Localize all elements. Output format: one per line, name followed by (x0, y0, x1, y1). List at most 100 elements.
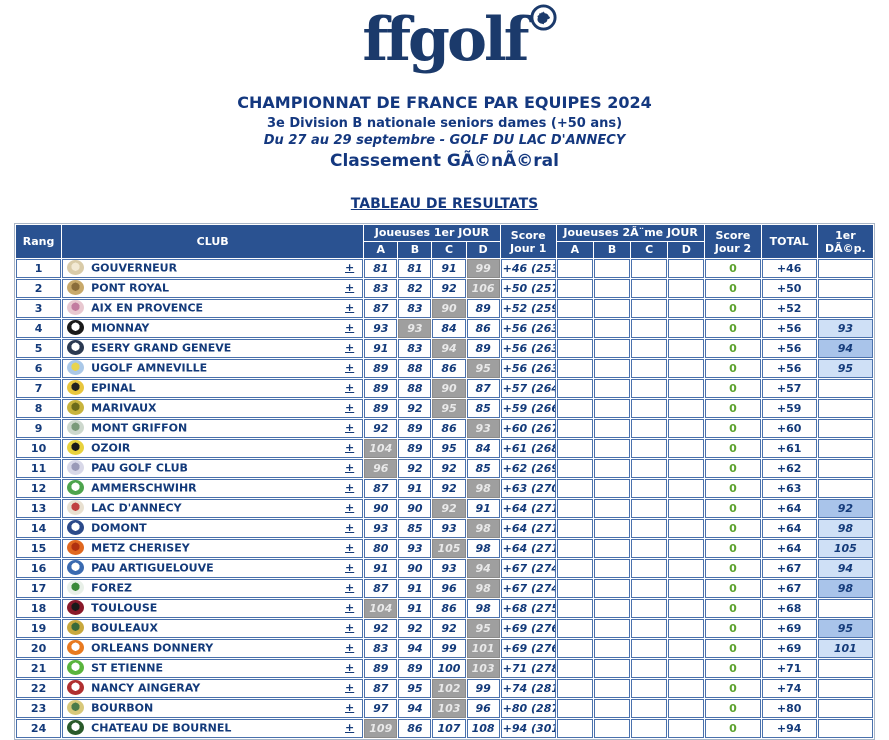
expand-club-link[interactable]: + (345, 301, 355, 314)
day2-score-c-cell (631, 599, 668, 618)
day1-score-c-cell: 105 (432, 539, 466, 558)
total-cell: +56 (761, 359, 817, 378)
day2-score-a-cell (556, 639, 593, 658)
day2-score-c-cell (631, 399, 668, 418)
day1-score-a-cell: 87 (364, 579, 398, 598)
club-name: TOULOUSE (91, 601, 158, 615)
col-header-day2-a: A (556, 242, 593, 258)
club-logo-icon (67, 300, 85, 315)
expand-club-link[interactable]: + (345, 281, 355, 294)
total-cell: +67 (761, 579, 817, 598)
expand-club-link[interactable]: + (345, 561, 355, 574)
dep-cell (817, 679, 873, 698)
day1-score-d-cell: 98 (466, 579, 500, 598)
club-logo-icon (67, 660, 85, 675)
dep-cell (817, 699, 873, 718)
score-day2-cell: 0 (705, 279, 761, 298)
day1-score-a-cell: 89 (364, 659, 398, 678)
dep-cell: 94 (817, 559, 873, 578)
expand-club-link[interactable]: + (345, 481, 355, 494)
day1-score-b-cell: 90 (398, 559, 432, 578)
day1-score-d-cell: 86 (466, 319, 500, 338)
day1-score-b-cell: 81 (398, 259, 432, 278)
rank-cell: 19 (16, 619, 62, 638)
club-name: NANCY AINGERAY (91, 681, 201, 695)
day2-score-a-cell (556, 379, 593, 398)
club-cell: + ESERY GRAND GENEVE (62, 339, 364, 358)
day1-score-a-cell: 93 (364, 519, 398, 538)
day2-score-d-cell (668, 339, 705, 358)
expand-club-link[interactable]: + (345, 621, 355, 634)
score-day2-cell: 0 (705, 379, 761, 398)
expand-club-link[interactable]: + (345, 581, 355, 594)
score-day1-cell: +61 (268) (500, 439, 556, 458)
day1-score-a-cell: 89 (364, 359, 398, 378)
brand-header: ffgolf (0, 0, 889, 82)
score-day2-cell: 0 (705, 419, 761, 438)
day2-score-d-cell (668, 279, 705, 298)
day2-score-d-cell (668, 639, 705, 658)
col-header-day1-d: D (466, 242, 500, 258)
day1-score-b-cell: 88 (398, 359, 432, 378)
day1-score-b-cell: 89 (398, 439, 432, 458)
dep-cell: 95 (817, 359, 873, 378)
dep-cell (817, 379, 873, 398)
day2-score-d-cell (668, 359, 705, 378)
expand-club-link[interactable]: + (345, 381, 355, 394)
day1-score-d-cell: 101 (466, 639, 500, 658)
club-name: FOREZ (91, 581, 132, 595)
day2-score-b-cell (593, 679, 631, 698)
expand-club-link[interactable]: + (345, 321, 355, 334)
day1-score-b-cell: 92 (398, 459, 432, 478)
club-logo-icon (67, 520, 85, 535)
total-cell: +64 (761, 539, 817, 558)
expand-club-link[interactable]: + (345, 441, 355, 454)
day2-score-c-cell (631, 279, 668, 298)
expand-club-link[interactable]: + (345, 361, 355, 374)
expand-club-link[interactable]: + (345, 461, 355, 474)
day2-score-d-cell (668, 519, 705, 538)
expand-club-link[interactable]: + (345, 601, 355, 614)
day1-score-b-cell: 83 (398, 339, 432, 358)
club-cell: + DOMONT (62, 519, 364, 538)
day1-score-d-cell: 85 (466, 399, 500, 418)
club-cell: + NANCY AINGERAY (62, 679, 364, 698)
total-cell: +61 (761, 439, 817, 458)
day1-score-c-cell: 93 (432, 559, 466, 578)
club-name: ESERY GRAND GENEVE (91, 341, 232, 355)
day1-score-c-cell: 103 (432, 699, 466, 718)
expand-club-link[interactable]: + (345, 341, 355, 354)
score-day2-cell: 0 (705, 399, 761, 418)
club-cell: + UGOLF AMNEVILLE (62, 359, 364, 378)
expand-club-link[interactable]: + (345, 501, 355, 514)
expand-club-link[interactable]: + (345, 661, 355, 674)
expand-club-link[interactable]: + (345, 641, 355, 654)
score-day2-cell: 0 (705, 259, 761, 278)
expand-club-link[interactable]: + (345, 681, 355, 694)
day2-score-b-cell (593, 719, 631, 738)
rank-cell: 20 (16, 639, 62, 658)
total-cell: +46 (761, 259, 817, 278)
day1-score-b-cell: 91 (398, 579, 432, 598)
expand-club-link[interactable]: + (345, 541, 355, 554)
day2-score-d-cell (668, 619, 705, 638)
club-cell: + MIONNAY (62, 319, 364, 338)
club-logo-icon (67, 420, 85, 435)
expand-club-link[interactable]: + (345, 401, 355, 414)
day2-score-c-cell (631, 379, 668, 398)
expand-club-link[interactable]: + (345, 521, 355, 534)
score-day2-cell: 0 (705, 479, 761, 498)
expand-club-link[interactable]: + (345, 421, 355, 434)
rank-cell: 22 (16, 679, 62, 698)
day2-score-b-cell (593, 459, 631, 478)
rank-cell: 23 (16, 699, 62, 718)
expand-club-link[interactable]: + (345, 721, 355, 734)
expand-club-link[interactable]: + (345, 261, 355, 274)
rank-cell: 18 (16, 599, 62, 618)
expand-club-link[interactable]: + (345, 701, 355, 714)
day2-score-d-cell (668, 399, 705, 418)
club-logo-icon (67, 460, 85, 475)
club-name: PONT ROYAL (91, 281, 169, 295)
